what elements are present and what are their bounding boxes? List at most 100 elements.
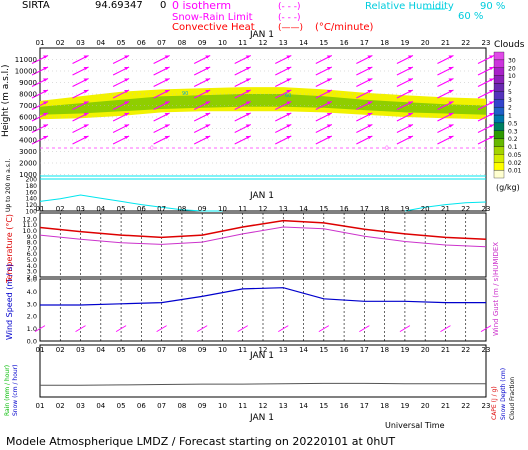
wind-arrow-head: [448, 67, 454, 70]
wind-arrow-head: [326, 101, 332, 105]
wind-arrow-head: [83, 78, 89, 82]
top-hour-label: 21: [441, 39, 450, 47]
wind-arrow-head: [286, 113, 292, 116]
wind-arrow-head: [205, 124, 211, 128]
bottom-hour-label: 15: [319, 402, 328, 410]
colorbar-title: Clouds: [494, 40, 525, 50]
colorbar-cell: [493, 122, 505, 131]
bottom-hour-label: 08: [177, 402, 186, 410]
cloud-y-tick: 4000: [19, 137, 37, 145]
colorbar-label: 1: [508, 113, 512, 120]
snowdepth-y-label: Snow Depth (cm): [500, 368, 507, 420]
colorbar-cell: [493, 99, 505, 108]
wind-panel-arrow: [399, 325, 411, 332]
wind-arrow-head: [489, 136, 494, 139]
convective-legend-text: Convective Heat: [172, 22, 255, 33]
precip-hour-label: 16: [340, 346, 349, 354]
wind-arrow-head: [43, 78, 48, 82]
top-day-label: JAN 1: [249, 30, 274, 40]
top-hour-label: 14: [299, 39, 308, 47]
colorbar-label: 7: [508, 81, 512, 88]
temp-y-tick: 8.0: [27, 239, 37, 247]
wind-arrow-head: [286, 124, 292, 128]
wind-arrow-head: [43, 113, 48, 116]
temp-y-label: Temperature (°C): [5, 214, 14, 284]
cloud-y-tick: 11000: [15, 56, 37, 64]
wind-panel-arrow: [440, 325, 451, 332]
mid-hour-label: 17: [360, 205, 369, 213]
wind-arrow-head: [43, 101, 48, 105]
bl-panel-frame: [39, 178, 487, 212]
wind-arrow-head: [83, 136, 89, 139]
wind-arrow-head: [326, 67, 332, 70]
colorbar-label: 0.01: [508, 168, 522, 175]
temp-grid: [39, 213, 487, 277]
temp-y-tick: 5.0: [27, 256, 37, 264]
precip-hour-label: 18: [380, 346, 389, 354]
convective-legend-symbol: (——): [278, 23, 303, 33]
wind-arrow-head: [448, 113, 454, 116]
bottom-hour-label: 23: [482, 402, 491, 410]
top-hour-label: 01: [36, 39, 45, 47]
wind-arrow-head: [489, 101, 494, 105]
top-hour-label: 05: [117, 39, 126, 47]
bl-day-label: JAN 1: [249, 191, 274, 201]
rh-contour-label-2: 60: [285, 93, 291, 99]
wind-arrow-head: [205, 67, 211, 70]
bottom-hour-label: 22: [461, 402, 470, 410]
bottom-hour-label: 03: [76, 402, 85, 410]
bl-y-tick: 180: [26, 183, 38, 190]
mid-hour-label: 04: [96, 205, 105, 213]
bottom-hour-label: 06: [137, 402, 146, 410]
precip-hour-label: 14: [299, 346, 308, 354]
cloud-y-tick: 6000: [19, 114, 37, 122]
mid-hour-label: 07: [157, 205, 166, 213]
bottom-hour-label: 11: [238, 402, 247, 410]
wind-arrow-head: [489, 67, 494, 70]
zero-isotherm-legend-text: 0 isotherm: [172, 0, 231, 12]
wind-arrow-head: [326, 90, 332, 93]
wind-arrow-head: [245, 136, 251, 139]
top-hour-label: 12: [259, 39, 268, 47]
wind-y-tick: 2.0: [27, 313, 37, 321]
temp-y-axis: 2.03.04.05.06.07.08.09.010.011.012.0: [23, 215, 37, 281]
temperature-panel: 2.03.04.05.06.07.08.09.010.011.012.0 Tem…: [5, 212, 500, 284]
wind-arrow-head: [489, 78, 494, 82]
wind-arrow-head: [83, 90, 89, 93]
wind-arrow-head: [489, 55, 494, 59]
wind-arrow-head: [326, 136, 332, 139]
wind-arrow-head: [286, 67, 292, 70]
bottom-hour-label: 09: [198, 402, 207, 410]
cloud-y-tick: 8000: [19, 91, 37, 99]
wind-arrow-head: [205, 78, 211, 82]
wind-panel-arrow: [359, 325, 370, 332]
temp-y-tick: 3.0: [27, 268, 37, 276]
wind-arrow-head: [124, 101, 130, 105]
mid-hour-label: 06: [137, 205, 146, 213]
precip-hour-label: 23: [482, 346, 491, 354]
wind-arrow-head: [124, 136, 130, 139]
header: SIRTA 94.69347 0 0 isotherm (- - -) Snow…: [22, 0, 505, 33]
mid-hour-label: 08: [177, 205, 186, 213]
cloud-colorbar: Clouds 0.010.020.050.10.20.30.5123571020…: [493, 40, 525, 192]
mid-hour-label: 15: [319, 205, 328, 213]
temp-y-tick: 7.0: [27, 244, 37, 252]
wind-y-tick: 5.0: [27, 276, 37, 284]
bottom-hour-label: 04: [96, 402, 105, 410]
top-hour-label: 18: [380, 39, 389, 47]
precip-day-label: JAN 1: [249, 351, 274, 361]
wind-arrow-head: [367, 90, 373, 93]
colorbar-cells: [493, 51, 505, 179]
station-code: 94.69347: [95, 0, 143, 11]
top-hour-label: 09: [198, 39, 207, 47]
wind-arrow-head: [407, 55, 413, 59]
wind-panel-arrow: [75, 325, 86, 332]
wind-arrow-head: [367, 78, 373, 82]
wind-arrows: [34, 325, 492, 332]
precip-hour-label: 22: [461, 346, 470, 354]
wind-arrow-head: [326, 78, 332, 82]
wind-arrow-head: [286, 136, 292, 139]
colorbar-label: 2: [508, 105, 512, 112]
wind-arrow-head: [489, 124, 494, 128]
top-hour-label: 13: [279, 39, 288, 47]
